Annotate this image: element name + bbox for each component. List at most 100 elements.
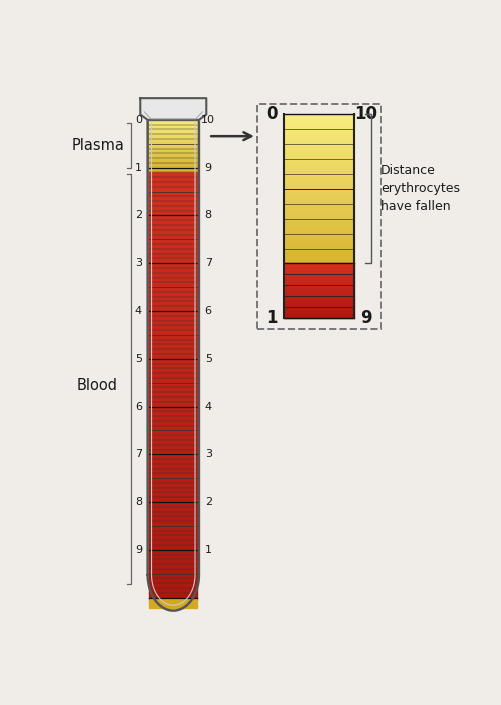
Bar <box>284 207 354 210</box>
Bar <box>284 287 354 289</box>
Bar <box>149 168 197 169</box>
Bar <box>149 350 197 354</box>
Bar <box>149 151 197 152</box>
Bar <box>149 133 197 135</box>
Bar <box>149 286 197 289</box>
Bar <box>149 211 197 214</box>
Bar <box>284 114 354 318</box>
Bar <box>284 302 354 303</box>
Bar <box>284 123 354 126</box>
Bar <box>149 145 197 147</box>
Text: 4: 4 <box>205 402 212 412</box>
Text: 6: 6 <box>135 402 142 412</box>
Bar <box>149 400 197 404</box>
Bar <box>149 382 197 386</box>
Bar <box>149 268 197 271</box>
Bar <box>149 454 197 458</box>
Bar <box>149 124 197 125</box>
Bar <box>149 311 197 314</box>
Bar <box>149 532 197 536</box>
Bar <box>284 311 354 312</box>
Bar <box>284 307 354 309</box>
Bar <box>149 221 197 225</box>
Bar <box>149 439 197 443</box>
Bar <box>149 207 197 211</box>
Bar <box>149 396 197 400</box>
Bar <box>149 450 197 454</box>
Text: 2: 2 <box>205 497 212 507</box>
Bar <box>284 265 354 267</box>
Bar <box>284 153 354 157</box>
Bar <box>149 546 197 550</box>
Bar <box>149 375 197 379</box>
Bar <box>284 165 354 168</box>
Bar <box>284 210 354 213</box>
Bar <box>149 147 197 148</box>
Bar <box>149 155 197 156</box>
Bar <box>149 475 197 479</box>
Bar <box>149 536 197 539</box>
Bar <box>149 123 197 124</box>
Bar <box>149 575 197 579</box>
Bar <box>149 192 197 196</box>
Bar <box>149 518 197 522</box>
Bar <box>149 568 197 572</box>
Bar <box>284 243 354 245</box>
Bar <box>284 180 354 183</box>
Bar <box>149 407 197 411</box>
Bar <box>149 565 197 568</box>
Bar <box>149 522 197 525</box>
Bar <box>149 214 197 218</box>
Bar <box>284 274 354 276</box>
Text: 8: 8 <box>205 210 212 221</box>
Bar <box>149 178 197 182</box>
Bar <box>149 504 197 508</box>
Bar <box>284 252 354 255</box>
Bar <box>149 253 197 257</box>
Bar <box>149 225 197 228</box>
Bar <box>149 138 197 139</box>
Bar <box>149 171 197 175</box>
Bar <box>149 126 197 127</box>
Bar <box>284 271 354 273</box>
Bar <box>149 130 197 131</box>
Bar <box>284 219 354 221</box>
Bar <box>284 171 354 174</box>
Bar <box>284 300 354 302</box>
Bar <box>149 175 197 178</box>
Bar <box>149 293 197 296</box>
Bar <box>149 525 197 529</box>
Bar <box>149 582 197 586</box>
Bar <box>149 472 197 475</box>
Bar <box>149 135 197 136</box>
Bar <box>149 515 197 518</box>
Bar <box>149 429 197 432</box>
Polygon shape <box>140 98 206 120</box>
Bar <box>284 150 354 153</box>
Bar <box>149 127 197 128</box>
Bar <box>284 245 354 249</box>
Bar <box>284 126 354 129</box>
Bar <box>284 192 354 195</box>
Text: 10: 10 <box>354 106 377 123</box>
Bar <box>149 572 197 575</box>
Bar <box>284 201 354 204</box>
Text: 3: 3 <box>135 258 142 268</box>
Bar <box>149 218 197 221</box>
Bar <box>284 198 354 201</box>
Text: 9: 9 <box>360 309 371 327</box>
Bar <box>149 149 197 151</box>
Bar <box>149 586 197 589</box>
Bar <box>284 269 354 271</box>
Bar <box>149 257 197 261</box>
Bar <box>149 282 197 286</box>
Text: 10: 10 <box>201 115 215 125</box>
Bar <box>149 511 197 515</box>
Bar <box>149 196 197 200</box>
Bar <box>149 143 197 144</box>
Bar <box>284 286 354 287</box>
Bar <box>149 167 197 168</box>
Bar <box>284 296 354 298</box>
Bar <box>149 508 197 511</box>
Bar <box>149 275 197 278</box>
